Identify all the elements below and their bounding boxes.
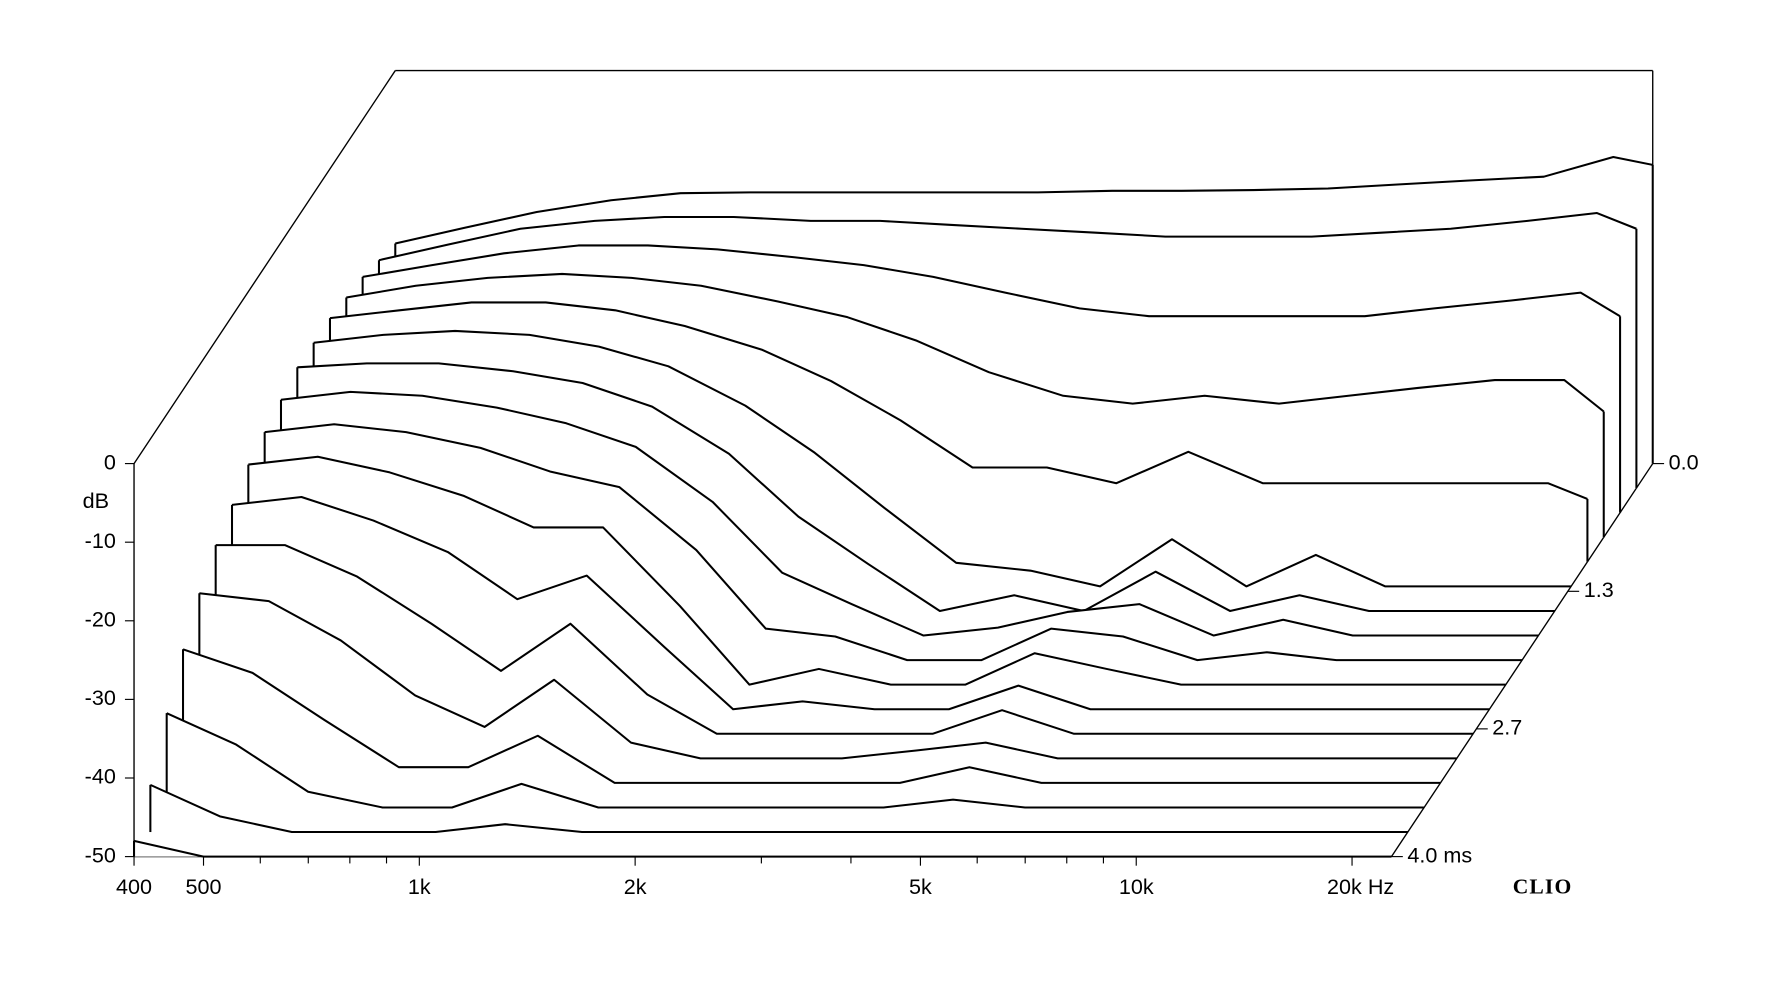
x-tick-label: 5k — [909, 874, 932, 899]
slice-curve — [362, 244, 1621, 318]
slice-curve — [199, 592, 1457, 760]
slice-mask — [183, 649, 1441, 783]
slice-curve — [149, 783, 1408, 834]
slice-curve — [346, 272, 1605, 413]
slice-curve — [133, 839, 1392, 858]
slice-curve — [166, 712, 1425, 809]
slice-curve — [215, 544, 1474, 735]
slice-mask — [166, 713, 1425, 808]
slice-curve — [313, 329, 1572, 588]
brand-label: CLIO — [1513, 874, 1573, 898]
x-tick-label: 1k — [408, 874, 431, 899]
slice-mask — [215, 545, 1474, 734]
slice-curve — [264, 423, 1523, 662]
time-tick-label: 1.3 — [1584, 577, 1614, 602]
y-tick-label: -10 — [85, 528, 116, 553]
y-tick-label: -20 — [85, 606, 116, 631]
y-tick-label: -50 — [85, 842, 116, 867]
slice-curve — [280, 390, 1539, 637]
y-tick-label: -30 — [85, 685, 116, 710]
x-tick-label: 2k — [624, 874, 647, 899]
x-tick-label: 400 — [116, 874, 152, 899]
slice-curve — [329, 301, 1588, 500]
y-tick-label: 0 — [104, 449, 116, 474]
slice-curve — [248, 455, 1506, 686]
y-tick-label: -40 — [85, 764, 116, 789]
slice-curve — [395, 156, 1653, 245]
time-tick-label: 2.7 — [1492, 715, 1522, 740]
slice-curve — [378, 212, 1637, 262]
slice-curve — [182, 648, 1441, 784]
time-tick-label: 0.0 — [1669, 449, 1699, 474]
x-tick-label: 500 — [186, 874, 222, 899]
x-tick-label: 20k Hz — [1327, 874, 1394, 899]
time-tick-label: 4.0 ms — [1407, 842, 1472, 867]
slice-curve — [297, 362, 1555, 612]
x-tick-label: 10k — [1119, 874, 1154, 899]
slice-curve — [231, 495, 1490, 711]
y-axis-label: dB — [83, 488, 109, 513]
slice-mask — [199, 593, 1457, 759]
left-depth-edge — [133, 70, 396, 464]
